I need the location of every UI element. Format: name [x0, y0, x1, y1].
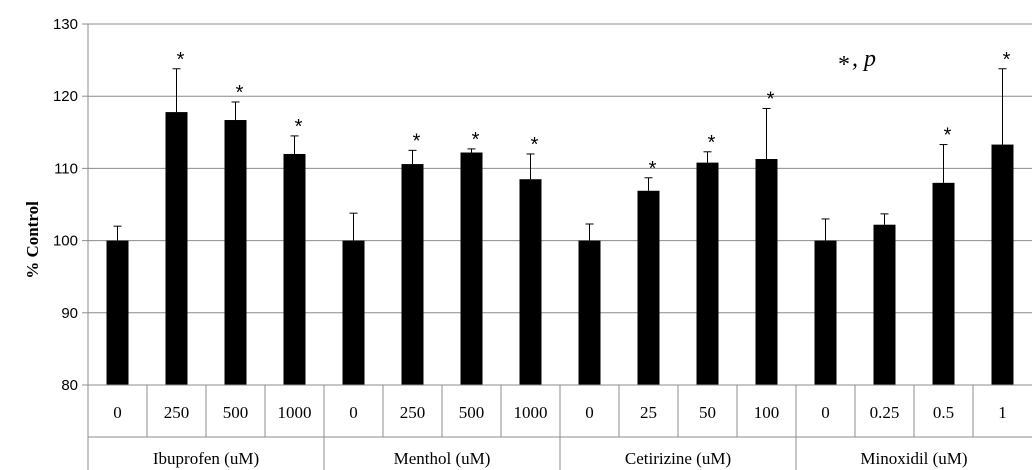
group-label: Cetirizine (uM) [625, 449, 731, 468]
bar [460, 152, 483, 385]
y-tick-label: 80 [61, 377, 78, 394]
bar [578, 240, 601, 385]
bar [755, 159, 778, 385]
bar [224, 120, 247, 385]
x-tick-label: 500 [223, 403, 249, 422]
y-tick-label: 120 [53, 88, 78, 105]
x-tick-label: 100 [754, 403, 780, 422]
x-tick-label: 1 [998, 403, 1007, 422]
group-label: Minoxidil (uM) [860, 449, 967, 468]
x-tick-label: 0.5 [933, 403, 954, 422]
x-tick-label: 1000 [514, 403, 548, 422]
y-tick-label: 130 [53, 16, 78, 33]
significance-marker: * [295, 116, 303, 138]
bar [342, 240, 365, 385]
x-tick-label: 0 [349, 403, 358, 422]
y-axis-ticks: 80 90 100 110 120 130 [53, 16, 89, 394]
bar [106, 240, 129, 385]
significance-marker: * [944, 125, 952, 147]
bar [519, 179, 542, 385]
annotation-text: , p [852, 46, 876, 72]
bar [873, 224, 896, 385]
bar [283, 153, 306, 385]
x-tick-label: 0 [585, 403, 594, 422]
bar [814, 240, 837, 385]
bars: * * * * * * * * * * * [106, 49, 1014, 386]
significance-marker: * [1003, 49, 1011, 71]
significance-marker: * [767, 88, 775, 110]
x-tick-label: 500 [459, 403, 485, 422]
significance-marker: * [531, 134, 539, 156]
bar [932, 182, 955, 385]
bar [696, 162, 719, 385]
significance-marker: * [177, 49, 185, 71]
x-tick-label: 0.25 [870, 403, 900, 422]
significance-marker: * [472, 129, 480, 151]
significance-marker: * [236, 82, 244, 104]
y-tick-label: 90 [61, 305, 78, 322]
bar [401, 164, 424, 385]
x-tick-label: 250 [400, 403, 426, 422]
x-tick-label: 25 [640, 403, 657, 422]
significance-marker: * [649, 158, 657, 180]
significance-marker: * [413, 130, 421, 152]
bar [165, 112, 188, 386]
x-tick-label: 250 [164, 403, 190, 422]
x-tick-label: 0 [113, 403, 122, 422]
significance-annotation: * , p [838, 46, 876, 78]
group-label: Menthol (uM) [394, 449, 491, 468]
y-tick-label: 110 [54, 160, 78, 177]
annotation-star: * [838, 52, 850, 78]
y-tick-label: 100 [53, 233, 78, 250]
significance-marker: * [708, 132, 716, 154]
bar [991, 144, 1014, 385]
x-tick-label: 1000 [278, 403, 312, 422]
x-tick-label: 0 [821, 403, 830, 422]
group-label: Ibuprofen (uM) [153, 449, 259, 468]
bar [637, 190, 660, 385]
x-tick-label: 50 [699, 403, 716, 422]
y-axis-label: % Control [23, 201, 42, 279]
